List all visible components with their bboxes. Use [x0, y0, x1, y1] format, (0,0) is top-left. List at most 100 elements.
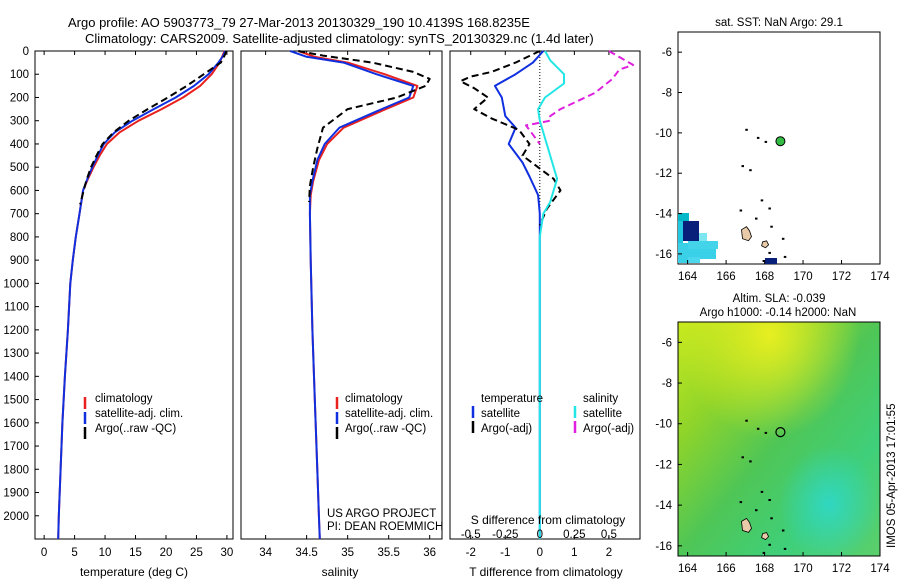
y-tick-label: 1300	[3, 348, 29, 360]
x-tick-label: 2	[606, 547, 612, 559]
y-tick-label: 1200	[3, 325, 29, 337]
y-tick-label: 1900	[3, 488, 29, 500]
x-tick-label: 0	[537, 547, 543, 559]
legend-climatology: climatology	[95, 393, 153, 405]
map-x-tick-label: 172	[832, 271, 851, 283]
x-tick-label: 34	[259, 547, 272, 559]
s-tick-label: 0.5	[601, 529, 617, 541]
y-tick-label: 300	[10, 116, 29, 128]
map-x-tick-label: 170	[793, 271, 812, 283]
salinity-axes-frame	[240, 50, 443, 540]
t-difference-x-label: T difference from climatology	[469, 565, 623, 579]
island-speck	[781, 529, 785, 532]
map-y-tick-label: -16	[655, 541, 672, 553]
difference-legend: temperature salinity satellite Argo(-adj…	[471, 393, 634, 435]
map-y-tick-label: -12	[655, 168, 672, 180]
y-tick-label: 400	[10, 139, 29, 151]
depth-y-ticks: 0 100 200 300 400 500 600 700 800 900 1000 1100 1200…	[3, 46, 39, 523]
argo-position-marker	[775, 136, 786, 147]
legend-s-argo: Argo(-adj)	[583, 423, 634, 435]
map-y-tick-label: -14	[655, 500, 672, 512]
island-speck	[749, 460, 752, 463]
temperature-panel: 0 5 10 15 20 25 30 0 100 200 300 400 500 600 700 800 90…	[3, 46, 234, 579]
map-y-tick-label: -6	[662, 337, 672, 349]
sla-argo-position-marker	[775, 427, 786, 438]
island-speck	[756, 427, 760, 430]
difference-series	[459, 50, 635, 539]
map-x-tick-label: 172	[832, 563, 851, 575]
y-tick-label: 2000	[3, 511, 29, 523]
map-x-tick-label: 170	[793, 563, 812, 575]
island-speck	[764, 140, 768, 143]
x-tick-label: 1	[571, 547, 577, 559]
imos-timestamp: IMOS 05-Apr-2013 17:01:55	[886, 404, 898, 548]
island-speck	[768, 207, 771, 210]
island-speck	[739, 501, 743, 504]
map-x-tick-label: 168	[755, 563, 774, 575]
salinity-legend: climatology satellite-adj. clim. Argo(..…	[335, 393, 433, 439]
map-y-tick-label: -10	[655, 128, 672, 140]
island-speck	[745, 419, 748, 422]
y-tick-label: 500	[10, 162, 29, 174]
y-tick-label: 800	[10, 232, 29, 244]
y-tick-label: 100	[10, 69, 29, 81]
y-tick-label: 700	[10, 209, 29, 221]
sst-map-frame	[677, 31, 881, 265]
y-tick-label: 1100	[4, 302, 29, 314]
island-speck	[781, 237, 785, 240]
x-tick-label: 30	[221, 547, 234, 559]
map-x-tick-label: 166	[717, 271, 736, 283]
legend-argo: Argo(..raw -QC)	[95, 423, 176, 435]
s-difference-label: S difference from climatology	[471, 513, 626, 527]
island-speck	[768, 251, 771, 254]
y-tick-label: 1600	[3, 418, 29, 430]
map-y-tick-label: -8	[662, 88, 672, 100]
island-speck	[745, 128, 748, 131]
map-y-tick-label: -6	[662, 47, 672, 59]
island-speck	[768, 499, 771, 501]
legend-s-satellite: satellite	[583, 408, 622, 420]
salinity-series	[289, 50, 431, 540]
difference-panel: -2 -1 0 1 2 T difference from climatology S …	[449, 50, 641, 579]
map-x-tick-label: 174	[870, 563, 890, 575]
island-speck	[739, 209, 743, 212]
island-speck	[755, 217, 758, 220]
island-speck	[741, 165, 744, 168]
sst-island-outlines	[739, 128, 787, 262]
y-tick-label: 200	[10, 92, 29, 104]
map-y-tick-label: -16	[655, 249, 672, 261]
map-y-tick-label: -8	[662, 378, 672, 390]
map-y-tick-label: -12	[655, 459, 672, 471]
island-speck	[770, 225, 773, 228]
difference-x-ticks: -2 -1 0 1 2	[466, 51, 612, 559]
salinity-panel: 34 34.5 35 35.5 36 salinity climatology sate…	[240, 50, 443, 579]
sla-map-title-line2: Argo h1000: -0.14 h2000: NaN	[700, 307, 857, 319]
map-x-tick-label: 164	[678, 563, 698, 575]
island-landmass	[741, 517, 770, 541]
map-x-tick-label: 164	[678, 271, 698, 283]
s-tick-label: -0.25	[492, 529, 518, 541]
x-tick-label: 35.5	[377, 547, 399, 559]
series-line-satellite-s	[537, 50, 565, 539]
temperature-legend: climatology satellite-adj. clim. Argo(..…	[83, 393, 183, 439]
s-tick-label: 0.25	[563, 529, 585, 541]
sst-map-panel: sat. SST: NaN Argo: 29.1 164 166 168 170 172…	[655, 17, 890, 283]
island-speck	[783, 547, 787, 550]
temperature-series	[57, 50, 228, 540]
x-tick-label: 15	[129, 547, 142, 559]
x-tick-label: -2	[466, 547, 476, 559]
island-speck	[749, 169, 752, 172]
y-tick-label: 600	[10, 185, 29, 197]
sla-map-ticks: 164 166 168 170 172 174 -6 -8 -10 -12 -14 -16	[655, 337, 890, 575]
sst-map-title: sat. SST: NaN Argo: 29.1	[715, 17, 843, 29]
temperature-x-ticks: 0 5 10 15 20 25 30	[41, 51, 233, 559]
island-speck	[756, 136, 760, 139]
x-tick-label: 0	[41, 547, 47, 559]
series-line-satellite-adj-clim-	[289, 50, 415, 540]
y-tick-label: 0	[23, 46, 29, 58]
difference-axes-frame	[449, 50, 641, 540]
temperature-axes-frame	[34, 50, 234, 540]
legend-salinity-title: salinity	[583, 393, 618, 405]
legend-satellite-adj: satellite-adj. clim.	[95, 408, 183, 420]
project-annotation: US ARGO PROJECT	[327, 508, 436, 520]
